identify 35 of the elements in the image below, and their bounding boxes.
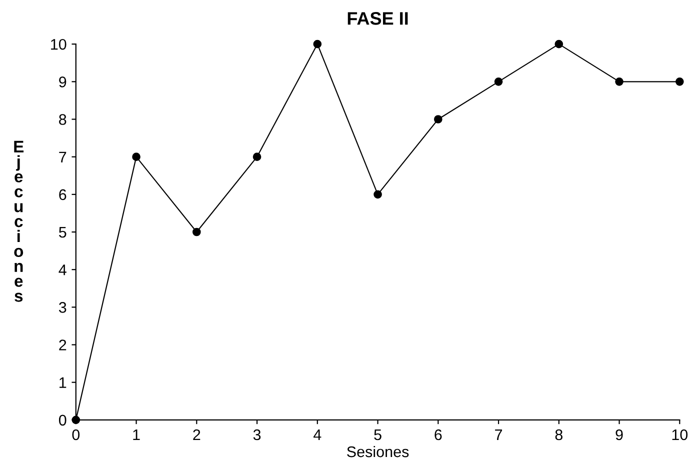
point (615, 77, 624, 86)
y-tick-label: 0 (58, 414, 66, 426)
y-tick-label: 6 (59, 189, 66, 200)
x-tick-label: 5 (374, 430, 382, 440)
y-tick-label: 5 (58, 227, 66, 238)
y-tick-label: 1 (60, 377, 66, 388)
y-tick-label: 10 (51, 38, 66, 50)
point (192, 228, 201, 236)
x-tick-label: 8 (555, 429, 562, 440)
x-axis-title: Sesiones (347, 446, 409, 458)
point (132, 152, 140, 161)
point (252, 152, 262, 161)
x-tick-label: 10 (672, 429, 688, 440)
point (434, 115, 442, 124)
x-tick-label: 1 (133, 430, 140, 440)
point (374, 190, 382, 199)
text: Ejecuciones (14, 140, 24, 302)
x-tick-label: 4 (314, 430, 322, 440)
x-tick-label: 3 (253, 429, 261, 440)
chart-title: FASE II (348, 12, 408, 25)
y-tick-label: 7 (59, 152, 66, 162)
point (554, 40, 564, 48)
x-tick-label: 9 (616, 429, 623, 440)
point (675, 77, 684, 86)
x-tick-label: 6 (434, 429, 442, 440)
x-tick-label: 7 (495, 430, 502, 440)
x-tick-label: 0 (72, 429, 80, 440)
y-tick-label: 3 (58, 302, 66, 313)
y-tick-label: 9 (59, 76, 66, 88)
point (494, 77, 503, 86)
y-tick-label: 2 (59, 340, 66, 350)
point (313, 40, 322, 48)
y-tick-label: 8 (59, 114, 66, 125)
x-tick-label: 2 (193, 429, 200, 440)
y-tick-label: 4 (58, 264, 66, 276)
